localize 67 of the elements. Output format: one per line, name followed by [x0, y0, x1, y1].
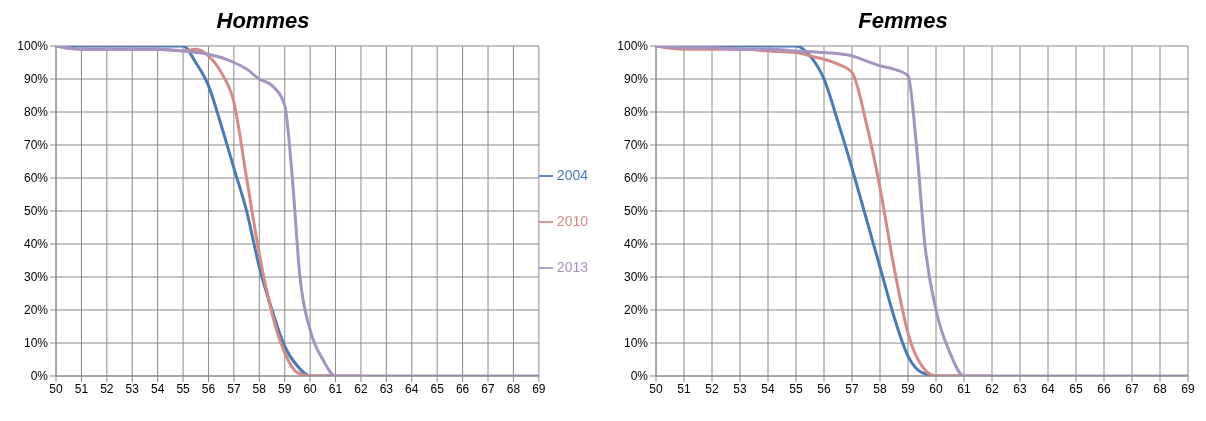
- y-tick-label: 80%: [623, 105, 649, 120]
- y-tick-label: 20%: [23, 303, 49, 318]
- x-tick-label: 57: [845, 381, 859, 396]
- x-tick-label: 69: [1181, 381, 1195, 396]
- x-tick-label: 69: [532, 381, 546, 396]
- x-tick-label: 65: [430, 381, 445, 396]
- x-tick-label: 50: [649, 381, 663, 396]
- y-tick-label: 10%: [623, 336, 649, 351]
- y-tick-label: 50%: [623, 204, 649, 219]
- x-tick-label: 53: [733, 381, 747, 396]
- x-tick-label: 52: [705, 381, 719, 396]
- x-tick-label: 56: [201, 381, 216, 396]
- x-tick-label: 63: [1013, 381, 1027, 396]
- x-tick-label: 63: [379, 381, 394, 396]
- y-tick-label: 60%: [23, 171, 49, 186]
- x-tick-label: 67: [481, 381, 496, 396]
- x-tick-label: 64: [405, 381, 419, 396]
- y-tick-label: 20%: [623, 303, 649, 318]
- x-tick-label: 65: [1069, 381, 1083, 396]
- x-tick-label: 61: [328, 381, 343, 396]
- x-tick-label: 50: [49, 381, 63, 396]
- y-tick-label: 0%: [30, 369, 49, 384]
- chart-title: Hommes: [215, 8, 311, 35]
- x-tick-label: 68: [1153, 381, 1167, 396]
- x-tick-label: 55: [789, 381, 803, 396]
- y-tick-label: 90%: [23, 72, 49, 87]
- y-tick-label: 90%: [623, 72, 649, 87]
- chart-title: Femmes: [857, 8, 949, 35]
- x-tick-label: 59: [278, 381, 292, 396]
- x-tick-label: 64: [1041, 381, 1055, 396]
- x-tick-label: 60: [303, 381, 318, 396]
- x-tick-label: 68: [506, 381, 521, 396]
- x-tick-label: 61: [957, 381, 971, 396]
- x-tick-label: 60: [929, 381, 943, 396]
- x-tick-label: 51: [677, 381, 691, 396]
- x-tick-label: 66: [455, 381, 470, 396]
- x-tick-label: 62: [354, 381, 368, 396]
- y-tick-label: 10%: [23, 336, 49, 351]
- y-tick-label: 50%: [23, 204, 49, 219]
- legend-label: 2004: [556, 167, 588, 183]
- x-tick-label: 57: [227, 381, 241, 396]
- y-tick-label: 40%: [623, 237, 649, 252]
- x-tick-label: 53: [125, 381, 140, 396]
- x-tick-label: 54: [150, 381, 165, 396]
- x-tick-label: 51: [74, 381, 89, 396]
- x-tick-label: 59: [901, 381, 915, 396]
- x-tick-label: 67: [1125, 381, 1139, 396]
- y-tick-label: 0%: [630, 369, 649, 384]
- x-tick-label: 58: [873, 381, 887, 396]
- legend-label: 2010: [556, 213, 588, 229]
- y-tick-label: 30%: [623, 270, 649, 285]
- x-tick-label: 55: [176, 381, 191, 396]
- y-tick-label: 70%: [23, 138, 49, 153]
- x-tick-label: 66: [1097, 381, 1111, 396]
- legend-label: 2013: [556, 259, 588, 275]
- x-tick-label: 56: [817, 381, 831, 396]
- y-tick-label: 100%: [17, 39, 49, 54]
- x-tick-label: 58: [252, 381, 267, 396]
- y-tick-label: 60%: [623, 171, 649, 186]
- y-tick-label: 40%: [23, 237, 49, 252]
- x-tick-label: 52: [100, 381, 114, 396]
- y-tick-label: 100%: [617, 39, 649, 54]
- y-tick-label: 30%: [23, 270, 49, 285]
- y-tick-label: 80%: [23, 105, 49, 120]
- y-tick-label: 70%: [623, 138, 649, 153]
- x-tick-label: 54: [761, 381, 775, 396]
- x-tick-label: 62: [985, 381, 999, 396]
